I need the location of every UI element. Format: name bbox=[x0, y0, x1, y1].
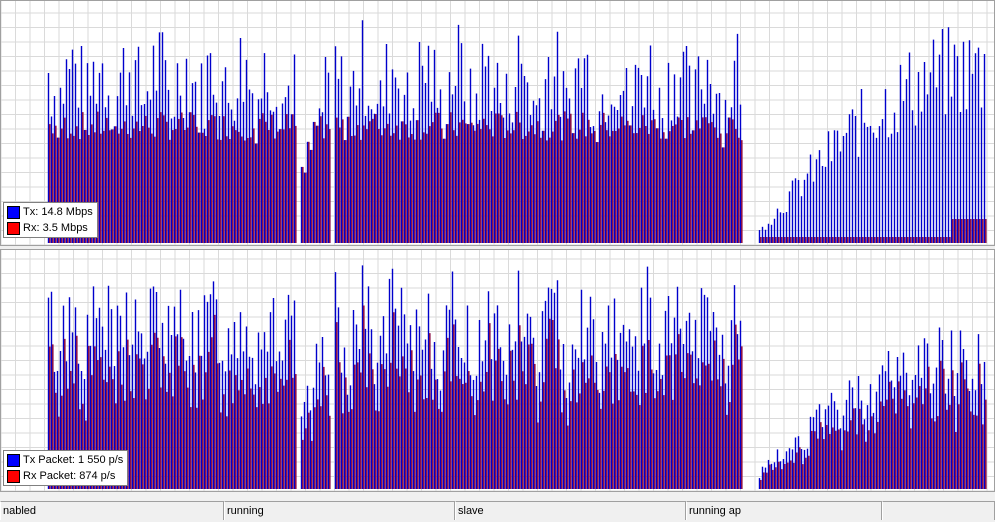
bars bbox=[47, 265, 987, 489]
legend-rx-packet-value: 874 p/s bbox=[79, 470, 116, 482]
packet-graph bbox=[1, 250, 994, 491]
legend-tx-packet-value: 1 550 p/s bbox=[78, 454, 124, 466]
legend-tx-packet: Tx Packet: 1 550 p/s bbox=[7, 452, 123, 468]
traffic-legend: Tx: 14.8 Mbps Rx: 3.5 Mbps bbox=[3, 202, 98, 238]
legend-tx-label: Tx: bbox=[23, 206, 39, 218]
packet-graph-panel: Tx Packet: 1 550 p/s Rx Packet: 874 p/s bbox=[0, 249, 995, 492]
legend-tx: Tx: 14.8 Mbps bbox=[7, 204, 93, 220]
legend-rx-label: Rx: bbox=[23, 222, 40, 234]
status-extra bbox=[882, 501, 995, 520]
traffic-graph-panel: Tx: 14.8 Mbps Rx: 3.5 Mbps bbox=[0, 0, 995, 246]
legend-rx-value: 3.5 Mbps bbox=[42, 222, 88, 234]
tx-packet-color-swatch bbox=[7, 453, 20, 467]
bars bbox=[47, 20, 987, 243]
status-running-ap: running ap bbox=[686, 501, 882, 520]
legend-tx-packet-label: Tx Packet: bbox=[23, 454, 75, 466]
packet-legend: Tx Packet: 1 550 p/s Rx Packet: 874 p/s bbox=[3, 450, 129, 486]
status-bar: nabled running slave running ap bbox=[0, 501, 995, 522]
legend-rx-packet-label: Rx Packet: bbox=[23, 470, 77, 482]
legend-rx-packet: Rx Packet: 874 p/s bbox=[7, 468, 123, 484]
status-slave: slave bbox=[455, 501, 686, 520]
status-enabled: nabled bbox=[0, 501, 224, 520]
legend-tx-value: 14.8 Mbps bbox=[41, 206, 93, 218]
rx-color-swatch bbox=[7, 221, 20, 235]
rx-packet-color-swatch bbox=[7, 469, 20, 483]
traffic-graph bbox=[1, 1, 994, 245]
tx-color-swatch bbox=[7, 205, 20, 219]
status-running: running bbox=[224, 501, 455, 520]
legend-rx: Rx: 3.5 Mbps bbox=[7, 220, 93, 236]
